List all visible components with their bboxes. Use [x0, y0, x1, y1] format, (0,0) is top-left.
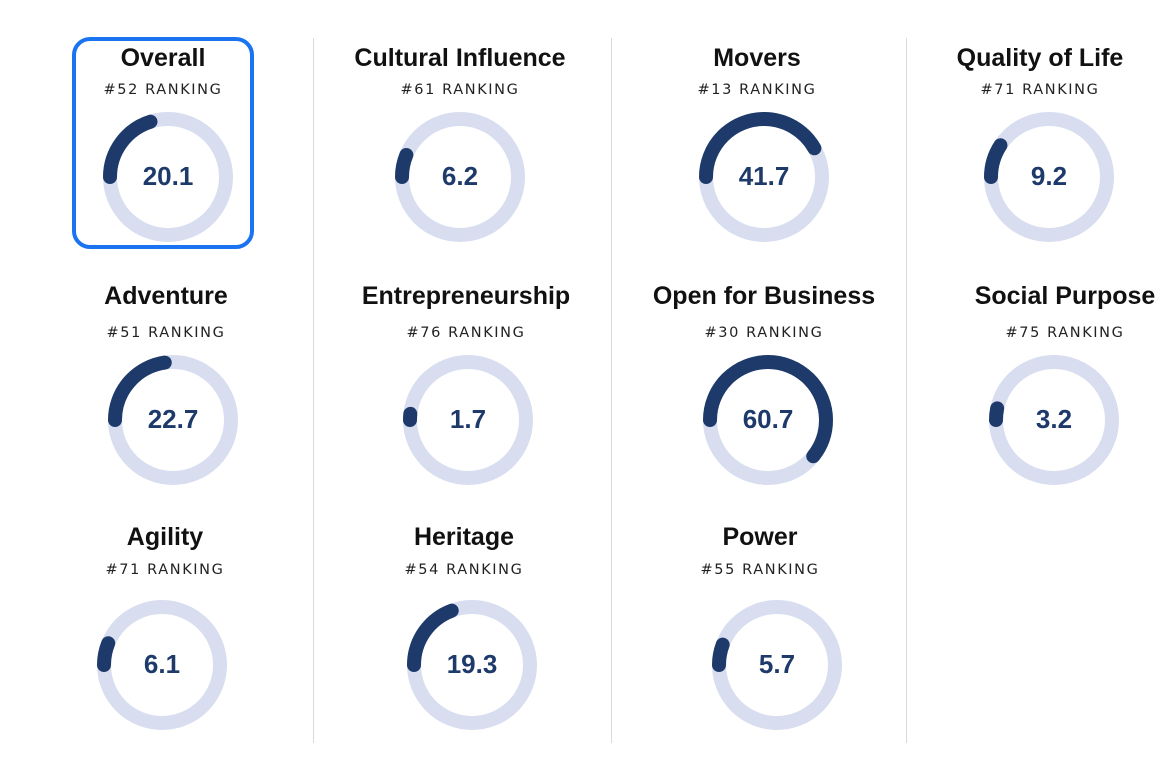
metric-title: Open for Business: [652, 282, 876, 310]
metric-score: 22.7: [148, 404, 199, 434]
progress-ring: 5.7: [712, 600, 842, 730]
ring-progress: [97, 600, 227, 730]
metric-score: 5.7: [759, 649, 795, 679]
progress-ring: 6.1: [97, 600, 227, 730]
metric-card-agility[interactable]: Agility #71 RANKING 6.1: [40, 523, 290, 753]
metric-score: 6.1: [144, 649, 180, 679]
ring-progress: [103, 112, 233, 242]
ring-progress: [395, 112, 525, 242]
metric-card-power[interactable]: Power #55 RANKING 5.7: [635, 523, 885, 753]
ring-progress: [403, 355, 533, 485]
divider-2: [611, 38, 612, 743]
ring-progress: [699, 112, 829, 242]
metric-ranking: #30 RANKING: [704, 325, 824, 341]
progress-ring: 3.2: [989, 355, 1119, 485]
metric-title: Social Purpose: [974, 282, 1156, 310]
metric-score: 20.1: [143, 161, 194, 191]
metric-score: 6.2: [442, 161, 478, 191]
metric-card-entrepreneurship[interactable]: Entrepreneurship #76 RANKING 1.7: [341, 282, 591, 512]
metric-score: 60.7: [743, 404, 794, 434]
metric-card-cultural-influence[interactable]: Cultural Influence #61 RANKING 6.2: [335, 44, 585, 274]
metric-title: Adventure: [104, 282, 228, 310]
metric-title: Entrepreneurship: [361, 282, 571, 310]
metric-title: Quality of Life: [956, 44, 1124, 72]
metric-ranking: #51 RANKING: [106, 325, 226, 341]
metric-ranking: #71 RANKING: [105, 562, 225, 578]
progress-ring: 9.2: [984, 112, 1114, 242]
ring-progress: [984, 112, 1114, 242]
progress-ring: 6.2: [395, 112, 525, 242]
metric-ranking: #54 RANKING: [404, 562, 524, 578]
ring-progress: [108, 355, 238, 485]
progress-ring: 41.7: [699, 112, 829, 242]
metric-card-social-purpose[interactable]: Social Purpose #75 RANKING 3.2: [940, 282, 1170, 512]
divider-1: [313, 38, 314, 743]
metric-title: Power: [722, 523, 798, 551]
metric-score: 41.7: [739, 161, 790, 191]
metric-card-adventure[interactable]: Adventure #51 RANKING 22.7: [41, 282, 291, 512]
metric-title: Heritage: [413, 523, 515, 551]
progress-ring: 20.1: [103, 112, 233, 242]
metric-ranking: #61 RANKING: [400, 82, 520, 98]
ring-progress: [407, 600, 537, 730]
divider-3: [906, 38, 907, 743]
metric-ranking: #13 RANKING: [697, 82, 817, 98]
metric-card-quality-of-life[interactable]: Quality of Life #71 RANKING 9.2: [915, 44, 1165, 274]
metric-title: Movers: [713, 44, 801, 72]
progress-ring: 1.7: [403, 355, 533, 485]
metric-score: 1.7: [450, 404, 486, 434]
metric-card-movers[interactable]: Movers #13 RANKING 41.7: [632, 44, 882, 274]
metric-title: Overall: [120, 44, 206, 72]
metric-ranking: #52 RANKING: [103, 82, 223, 98]
ring-progress: [712, 600, 842, 730]
metric-card-heritage[interactable]: Heritage #54 RANKING 19.3: [339, 523, 589, 753]
metric-ranking: #75 RANKING: [1005, 325, 1125, 341]
metric-score: 9.2: [1031, 161, 1067, 191]
ring-progress: [989, 355, 1119, 485]
progress-ring: 19.3: [407, 600, 537, 730]
metric-ranking: #76 RANKING: [406, 325, 526, 341]
selected-highlight: [72, 37, 254, 249]
metric-title: Cultural Influence: [354, 44, 566, 72]
metric-score: 3.2: [1036, 404, 1072, 434]
metric-card-overall[interactable]: Overall #52 RANKING 20.1: [38, 44, 288, 274]
metric-ranking: #71 RANKING: [980, 82, 1100, 98]
progress-ring: 60.7: [703, 355, 833, 485]
metric-score: 19.3: [447, 649, 498, 679]
metric-ranking: #55 RANKING: [700, 562, 820, 578]
ring-progress: [703, 355, 833, 485]
metric-card-open-for-business[interactable]: Open for Business #30 RANKING 60.7: [639, 282, 889, 512]
progress-ring: 22.7: [108, 355, 238, 485]
metric-title: Agility: [126, 523, 204, 551]
